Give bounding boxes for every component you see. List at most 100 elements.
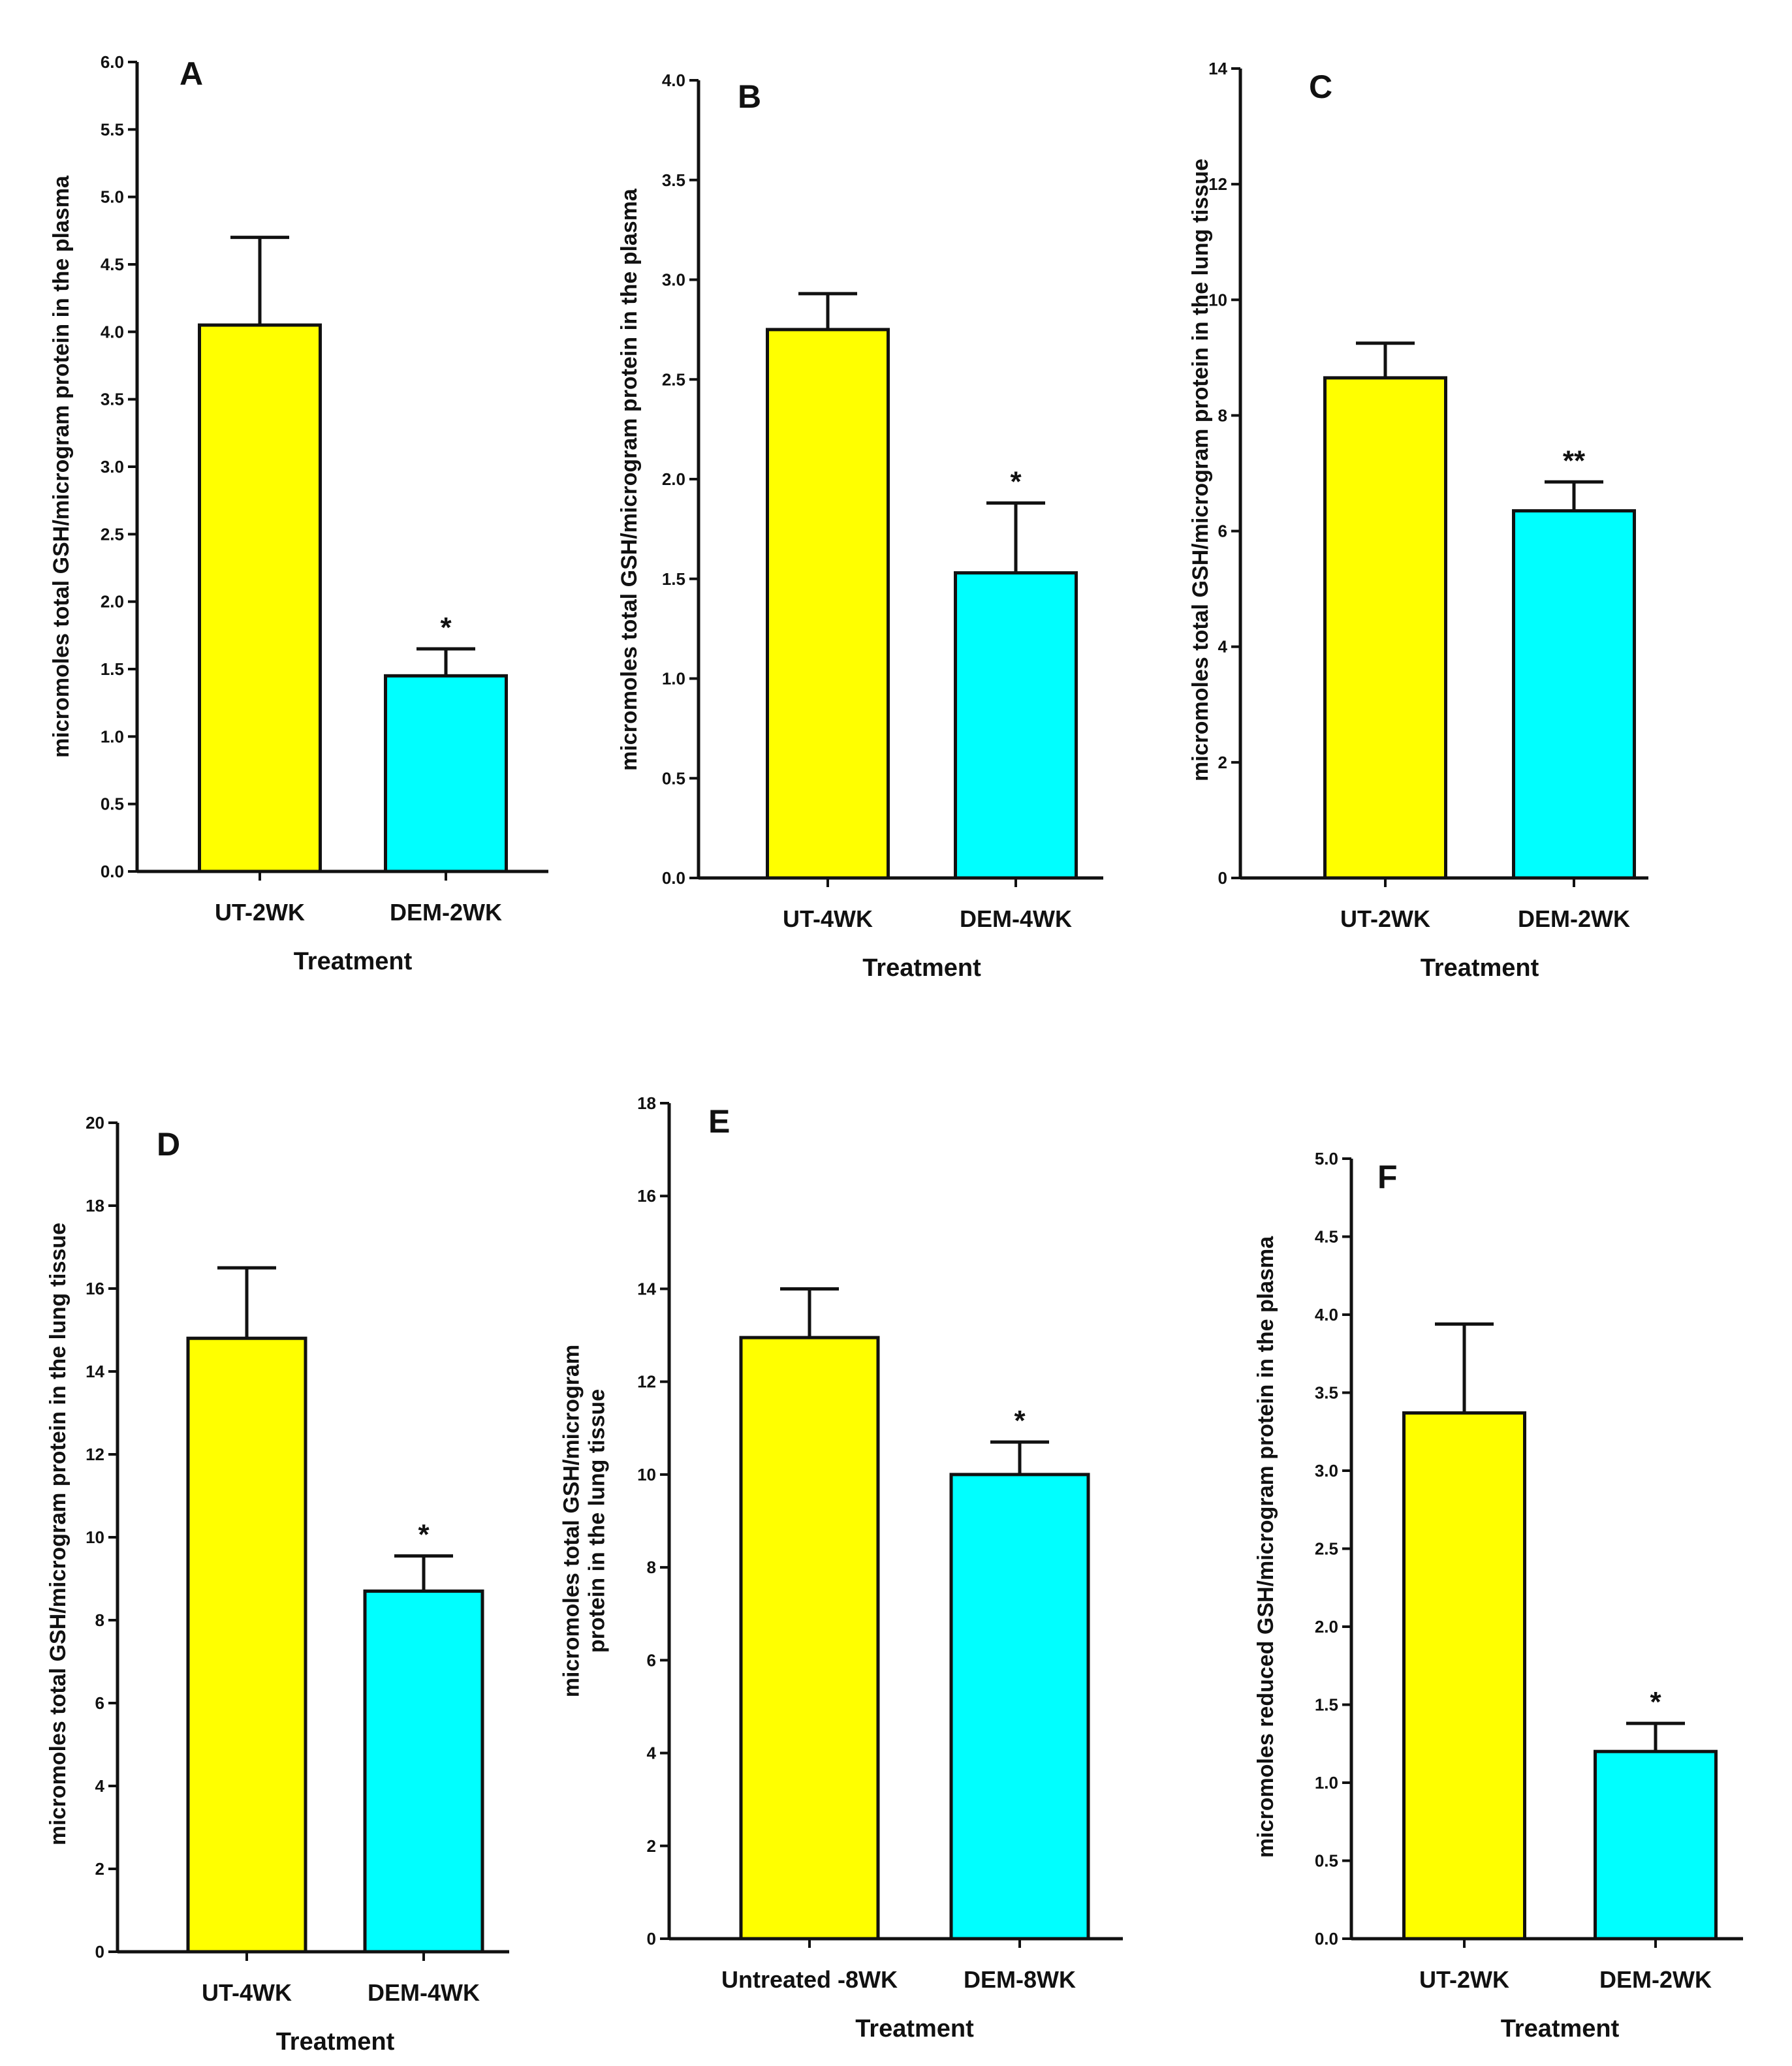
panel-f-category-label-1: UT-2WK <box>1419 1966 1509 1993</box>
panel-a-y-tick-label-2: 1.0 <box>101 727 124 746</box>
panel-a-bar-1 <box>198 323 322 873</box>
panel-a-y-title: micromoles total GSH/microgram protein i… <box>49 175 74 758</box>
panel-d-y-tick-label-9: 18 <box>86 1196 104 1215</box>
panel-a-bar-2 <box>384 674 508 873</box>
panel-a-significance-2: * <box>440 612 452 644</box>
panel-e: Untreated -8WK * DEM-8WK 0 2 4 6 8 10 12 14 16 18 Tre… <box>559 1093 1123 2043</box>
panel-b-y-tick-label-2: 1.0 <box>662 669 685 689</box>
panel-f-x-title: Treatment <box>1501 2015 1620 2043</box>
panel-a-y-tick-label-9: 4.5 <box>101 255 124 274</box>
panel-b-y-tick-label-0: 0.0 <box>662 868 685 888</box>
panel-f-y-tick-label-0: 0.0 <box>1315 1929 1338 1949</box>
panel-b: UT-4WK * DEM-4WK 0.0 0.5 1.0 1.5 2.0 2.5 3.0 3.5 4.… <box>617 70 1103 982</box>
panel-c-y-tick-label-3: 6 <box>1218 522 1227 541</box>
panel-a-y-tick-label-8: 4.0 <box>101 322 124 341</box>
panel-a-category-label-1: UT-2WK <box>215 899 305 926</box>
panel-c-y-tick-label-2: 4 <box>1218 637 1228 657</box>
panel-c-category-label-2: DEM-2WK <box>1518 905 1630 932</box>
panel-d-y-tick-label-6: 12 <box>86 1445 104 1464</box>
panel-a-y-tick-label-6: 3.0 <box>101 457 124 477</box>
panel-e-significance-2: * <box>1014 1405 1026 1437</box>
panel-d-x-title: Treatment <box>276 2028 395 2056</box>
panel-f-y-tick-label-10: 5.0 <box>1315 1149 1338 1168</box>
panel-b-bar-2 <box>954 571 1078 880</box>
panel-d-significance-2: * <box>418 1519 430 1551</box>
panel-d-y-tick-label-3: 6 <box>95 1693 104 1713</box>
panel-b-letter: B <box>738 78 761 115</box>
panel-e-y-tick-label-9: 18 <box>637 1093 656 1113</box>
panel-f-y-tick-label-8: 4.0 <box>1315 1305 1338 1324</box>
panel-c-y-tick-label-7: 14 <box>1208 59 1227 78</box>
panel-d-y-title: micromoles total GSH/microgram protein i… <box>46 1223 71 1845</box>
panel-c: UT-2WK ** DEM-2WK 0 2 4 6 8 10 12 14 Treatment micro… <box>1188 59 1648 982</box>
panel-b-y-tick-label-4: 2.0 <box>662 469 685 489</box>
panel-b-y-tick-label-6: 3.0 <box>662 270 685 290</box>
panel-f-bar-1 <box>1402 1411 1526 1941</box>
panel-e-y-tick-label-3: 6 <box>647 1650 656 1670</box>
panel-a-y-tick-label-12: 6.0 <box>101 52 124 72</box>
panel-d-y-tick-label-2: 4 <box>95 1776 105 1796</box>
panel-e-category-label-1: Untreated -8WK <box>721 1966 898 1993</box>
panel-f-y-tick-label-5: 2.5 <box>1315 1539 1338 1559</box>
panel-e-y-title-line-2: protein in the lung tissue <box>584 1389 609 1653</box>
panel-c-y-title: micromoles total GSH/microgram protein i… <box>1188 159 1213 781</box>
panel-d-letter: D <box>157 1126 180 1163</box>
panel-f-y-tick-label-3: 1.5 <box>1315 1695 1338 1715</box>
panel-a-y-tick-label-10: 5.0 <box>101 187 124 207</box>
panel-a-x-title: Treatment <box>294 948 413 975</box>
panel-a-y-tick-label-11: 5.5 <box>101 119 124 139</box>
panel-f-y-tick-label-6: 3.0 <box>1315 1461 1338 1480</box>
panel-b-y-tick-label-7: 3.5 <box>662 170 685 190</box>
panel-a-y-tick-label-0: 0.0 <box>101 862 124 881</box>
panel-b-category-label-2: DEM-4WK <box>960 905 1072 932</box>
panel-d-bar-2 <box>363 1589 484 1954</box>
panel-b-bar-1 <box>766 328 890 880</box>
panel-a: UT-2WK * DEM-2WK 0.0 0.5 1.0 1.5 2.0 2.5 3.0 3.5 4.… <box>49 52 548 975</box>
panel-e-x-title: Treatment <box>855 2015 974 2043</box>
panel-d-y-tick-label-0: 0 <box>95 1942 104 1962</box>
panel-b-y-tick-label-8: 4.0 <box>662 70 685 90</box>
panel-f-bar-2 <box>1594 1749 1718 1941</box>
panel-a-category-label-2: DEM-2WK <box>390 899 502 926</box>
panel-b-x-title: Treatment <box>862 954 981 982</box>
panel-e-y-tick-label-0: 0 <box>647 1929 656 1949</box>
panel-f-y-tick-label-4: 2.0 <box>1315 1617 1338 1636</box>
panel-d-category-label-2: DEM-4WK <box>368 1979 480 2006</box>
panel-e-y-tick-label-2: 4 <box>647 1744 657 1763</box>
panel-f-y-tick-label-9: 4.5 <box>1315 1227 1338 1247</box>
panel-b-y-tick-label-3: 1.5 <box>662 569 685 589</box>
panel-a-y-tick-label-7: 3.5 <box>101 390 124 409</box>
panel-d-y-tick-label-5: 10 <box>86 1527 104 1547</box>
panel-a-y-tick-label-1: 0.5 <box>101 794 124 814</box>
panel-e-y-tick-label-8: 16 <box>637 1186 656 1206</box>
panel-b-category-label-1: UT-4WK <box>783 905 873 932</box>
panel-d-y-tick-label-10: 20 <box>86 1113 104 1133</box>
panel-b-significance-2: * <box>1010 466 1022 498</box>
panel-b-y-title: micromoles total GSH/microgram protein i… <box>617 188 642 771</box>
panel-a-y-tick-label-4: 2.0 <box>101 592 124 612</box>
panel-c-bar-2 <box>1512 509 1636 880</box>
panel-f-y-title: micromoles reduced GSH/microgram protein… <box>1253 1236 1278 1858</box>
panel-c-category-label-1: UT-2WK <box>1340 905 1430 932</box>
panel-a-letter: A <box>180 55 203 92</box>
panel-d-y-tick-label-7: 14 <box>86 1362 104 1381</box>
panel-e-bar-2 <box>949 1473 1090 1941</box>
panel-f-y-tick-label-2: 1.0 <box>1315 1773 1338 1792</box>
panel-b-y-tick-label-5: 2.5 <box>662 369 685 389</box>
panel-d-y-tick-label-8: 16 <box>86 1279 104 1298</box>
panel-f: UT-2WK * DEM-2WK 0.0 0.5 1.0 1.5 2.0 2.5 3.0 3.5 4.… <box>1253 1149 1743 2043</box>
panel-f-y-tick-label-1: 0.5 <box>1315 1851 1338 1871</box>
panel-c-y-tick-label-5: 10 <box>1208 290 1227 309</box>
panel-c-y-tick-label-0: 0 <box>1218 868 1227 888</box>
panel-e-letter: E <box>708 1103 730 1140</box>
panel-b-y-tick-label-1: 0.5 <box>662 768 685 788</box>
panel-f-y-tick-label-7: 3.5 <box>1315 1383 1338 1403</box>
panel-f-significance-2: * <box>1650 1686 1661 1718</box>
panel-d-y-tick-label-1: 2 <box>95 1859 104 1879</box>
panel-e-y-tick-label-4: 8 <box>647 1557 656 1577</box>
panel-d-category-label-1: UT-4WK <box>202 1979 292 2006</box>
panel-e-y-tick-label-5: 10 <box>637 1465 656 1484</box>
panel-e-bar-1 <box>739 1336 880 1941</box>
panel-c-x-title: Treatment <box>1421 954 1539 982</box>
